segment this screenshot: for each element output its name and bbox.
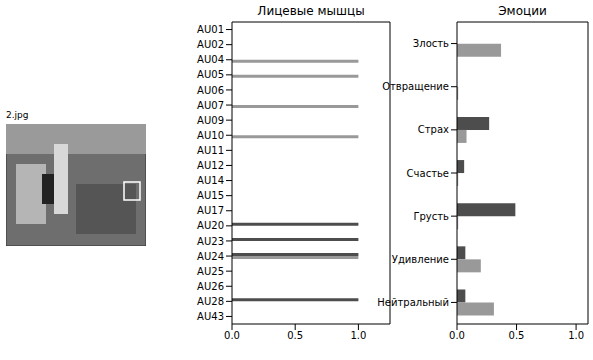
svg-text:AU24: AU24 — [197, 251, 224, 262]
svg-text:AU28: AU28 — [197, 296, 224, 307]
html-text:Лицевые мышцы: Лицевые мышцы — [257, 4, 365, 18]
svg-text:AU11: AU11 — [197, 145, 224, 156]
svg-text:AU26: AU26 — [197, 281, 224, 292]
svg-text:AU05: AU05 — [197, 69, 224, 80]
svg-text:AU04: AU04 — [197, 54, 224, 65]
svg-text:AU20: AU20 — [197, 220, 224, 231]
svg-text:0.0: 0.0 — [224, 330, 240, 341]
svg-text:Отвращение: Отвращение — [382, 81, 449, 92]
svg-text:AU12: AU12 — [197, 160, 224, 171]
svg-text:Нейтральный: Нейтральный — [377, 297, 449, 308]
svg-text:Грусть: Грусть — [413, 211, 449, 222]
svg-text:0.5: 0.5 — [509, 330, 525, 341]
svg-text:AU10: AU10 — [197, 130, 224, 141]
svg-text:AU01: AU01 — [197, 24, 224, 35]
svg-text:AU06: AU06 — [197, 85, 224, 96]
svg-text:AU23: AU23 — [197, 236, 224, 247]
svg-text:0.5: 0.5 — [287, 330, 303, 341]
svg-text:1.0: 1.0 — [350, 330, 366, 341]
svg-text:AU43: AU43 — [197, 311, 224, 322]
svg-text:AU14: AU14 — [197, 175, 224, 186]
html-text:2.jpg: 2.jpg — [6, 110, 29, 120]
svg-text:AU25: AU25 — [197, 266, 224, 277]
svg-text:Страх: Страх — [418, 124, 449, 135]
html-text:Эмоции: Эмоции — [498, 4, 547, 18]
svg-text:AU09: AU09 — [197, 115, 224, 126]
svg-text:AU15: AU15 — [197, 190, 224, 201]
svg-text:AU17: AU17 — [197, 205, 224, 216]
svg-text:Злость: Злость — [413, 38, 449, 49]
svg-text:Удивление: Удивление — [392, 254, 449, 265]
svg-text:Счастье: Счастье — [407, 168, 449, 179]
svg-text:AU02: AU02 — [197, 39, 224, 50]
svg-text:1.0: 1.0 — [568, 330, 584, 341]
svg-text:AU07: AU07 — [197, 100, 224, 111]
svg-text:0.0: 0.0 — [449, 330, 465, 341]
